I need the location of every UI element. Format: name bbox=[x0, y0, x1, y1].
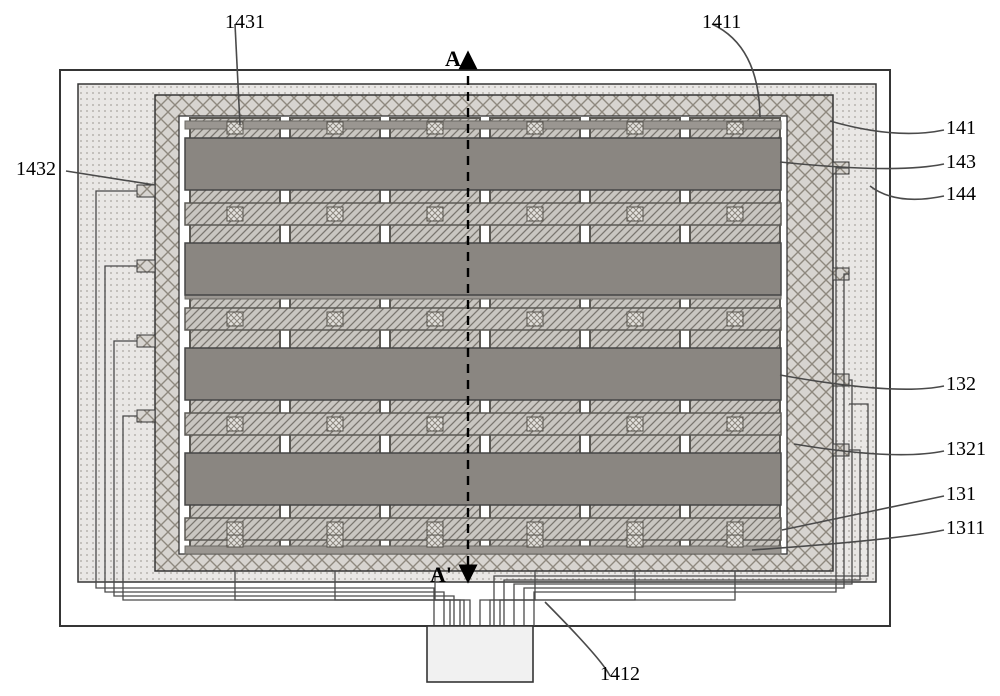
label-1411: 1411 bbox=[702, 11, 741, 33]
bottom-cell-box bbox=[527, 535, 543, 547]
connector-1412 bbox=[427, 626, 533, 682]
axis-label-A: A bbox=[445, 46, 461, 71]
h-thin-0 bbox=[185, 121, 781, 129]
axis-label-Ap: A' bbox=[430, 562, 452, 587]
mid-stripe-2 bbox=[185, 413, 781, 435]
cell-box bbox=[727, 522, 743, 536]
thick-bar-0 bbox=[185, 138, 781, 190]
cell-box bbox=[527, 312, 543, 326]
cell-box bbox=[527, 417, 543, 431]
cell-box bbox=[527, 522, 543, 536]
label-141: 141 bbox=[946, 117, 976, 139]
label-1432: 1432 bbox=[16, 158, 56, 180]
left-tab bbox=[137, 260, 155, 272]
bottom-cell-box bbox=[627, 535, 643, 547]
bottom-cell-box bbox=[227, 535, 243, 547]
label-131: 131 bbox=[946, 483, 976, 505]
cell-box bbox=[227, 312, 243, 326]
label-144: 144 bbox=[946, 183, 976, 205]
cell-box bbox=[427, 522, 443, 536]
left-tab bbox=[137, 335, 155, 347]
bottom-cell-box bbox=[727, 535, 743, 547]
left-tab bbox=[137, 185, 155, 197]
top-cell-box bbox=[327, 122, 343, 134]
cell-box bbox=[627, 417, 643, 431]
left-tab bbox=[137, 410, 155, 422]
label-1431: 1431 bbox=[225, 11, 265, 33]
top-cell-box bbox=[527, 122, 543, 134]
cell-box bbox=[327, 207, 343, 221]
label-143: 143 bbox=[946, 151, 976, 173]
bottom-cell-box bbox=[427, 535, 443, 547]
thick-bar-1 bbox=[185, 243, 781, 295]
cell-box bbox=[727, 417, 743, 431]
thick-bar-3 bbox=[185, 453, 781, 505]
thick-bar-2 bbox=[185, 348, 781, 400]
label-1321: 1321 bbox=[946, 438, 986, 460]
cell-box bbox=[427, 207, 443, 221]
mid-stripe-0 bbox=[185, 203, 781, 225]
mid-stripe-3 bbox=[185, 518, 781, 540]
leader-144 bbox=[870, 186, 944, 199]
cell-box bbox=[527, 207, 543, 221]
cell-box bbox=[727, 207, 743, 221]
cell-box bbox=[427, 312, 443, 326]
cell-box bbox=[727, 312, 743, 326]
mid-stripe-1 bbox=[185, 308, 781, 330]
bottom-cell-box bbox=[327, 535, 343, 547]
cell-box bbox=[627, 522, 643, 536]
label-1311: 1311 bbox=[946, 517, 985, 539]
cell-box bbox=[327, 312, 343, 326]
diagram-root: A A' 1431 1411 141 143 144 132 1321 131 1311 1432 14… bbox=[0, 0, 1000, 696]
cell-box bbox=[227, 207, 243, 221]
cell-box bbox=[227, 417, 243, 431]
top-cell-box bbox=[727, 122, 743, 134]
cell-box bbox=[327, 522, 343, 536]
label-1412: 1412 bbox=[600, 663, 640, 685]
top-cell-box bbox=[427, 122, 443, 134]
h-thin-5 bbox=[185, 546, 781, 554]
top-cell-box bbox=[627, 122, 643, 134]
cell-box bbox=[627, 207, 643, 221]
cell-box bbox=[627, 312, 643, 326]
label-132: 132 bbox=[946, 373, 976, 395]
cell-box bbox=[327, 417, 343, 431]
cell-box bbox=[227, 522, 243, 536]
cell-box bbox=[427, 417, 443, 431]
